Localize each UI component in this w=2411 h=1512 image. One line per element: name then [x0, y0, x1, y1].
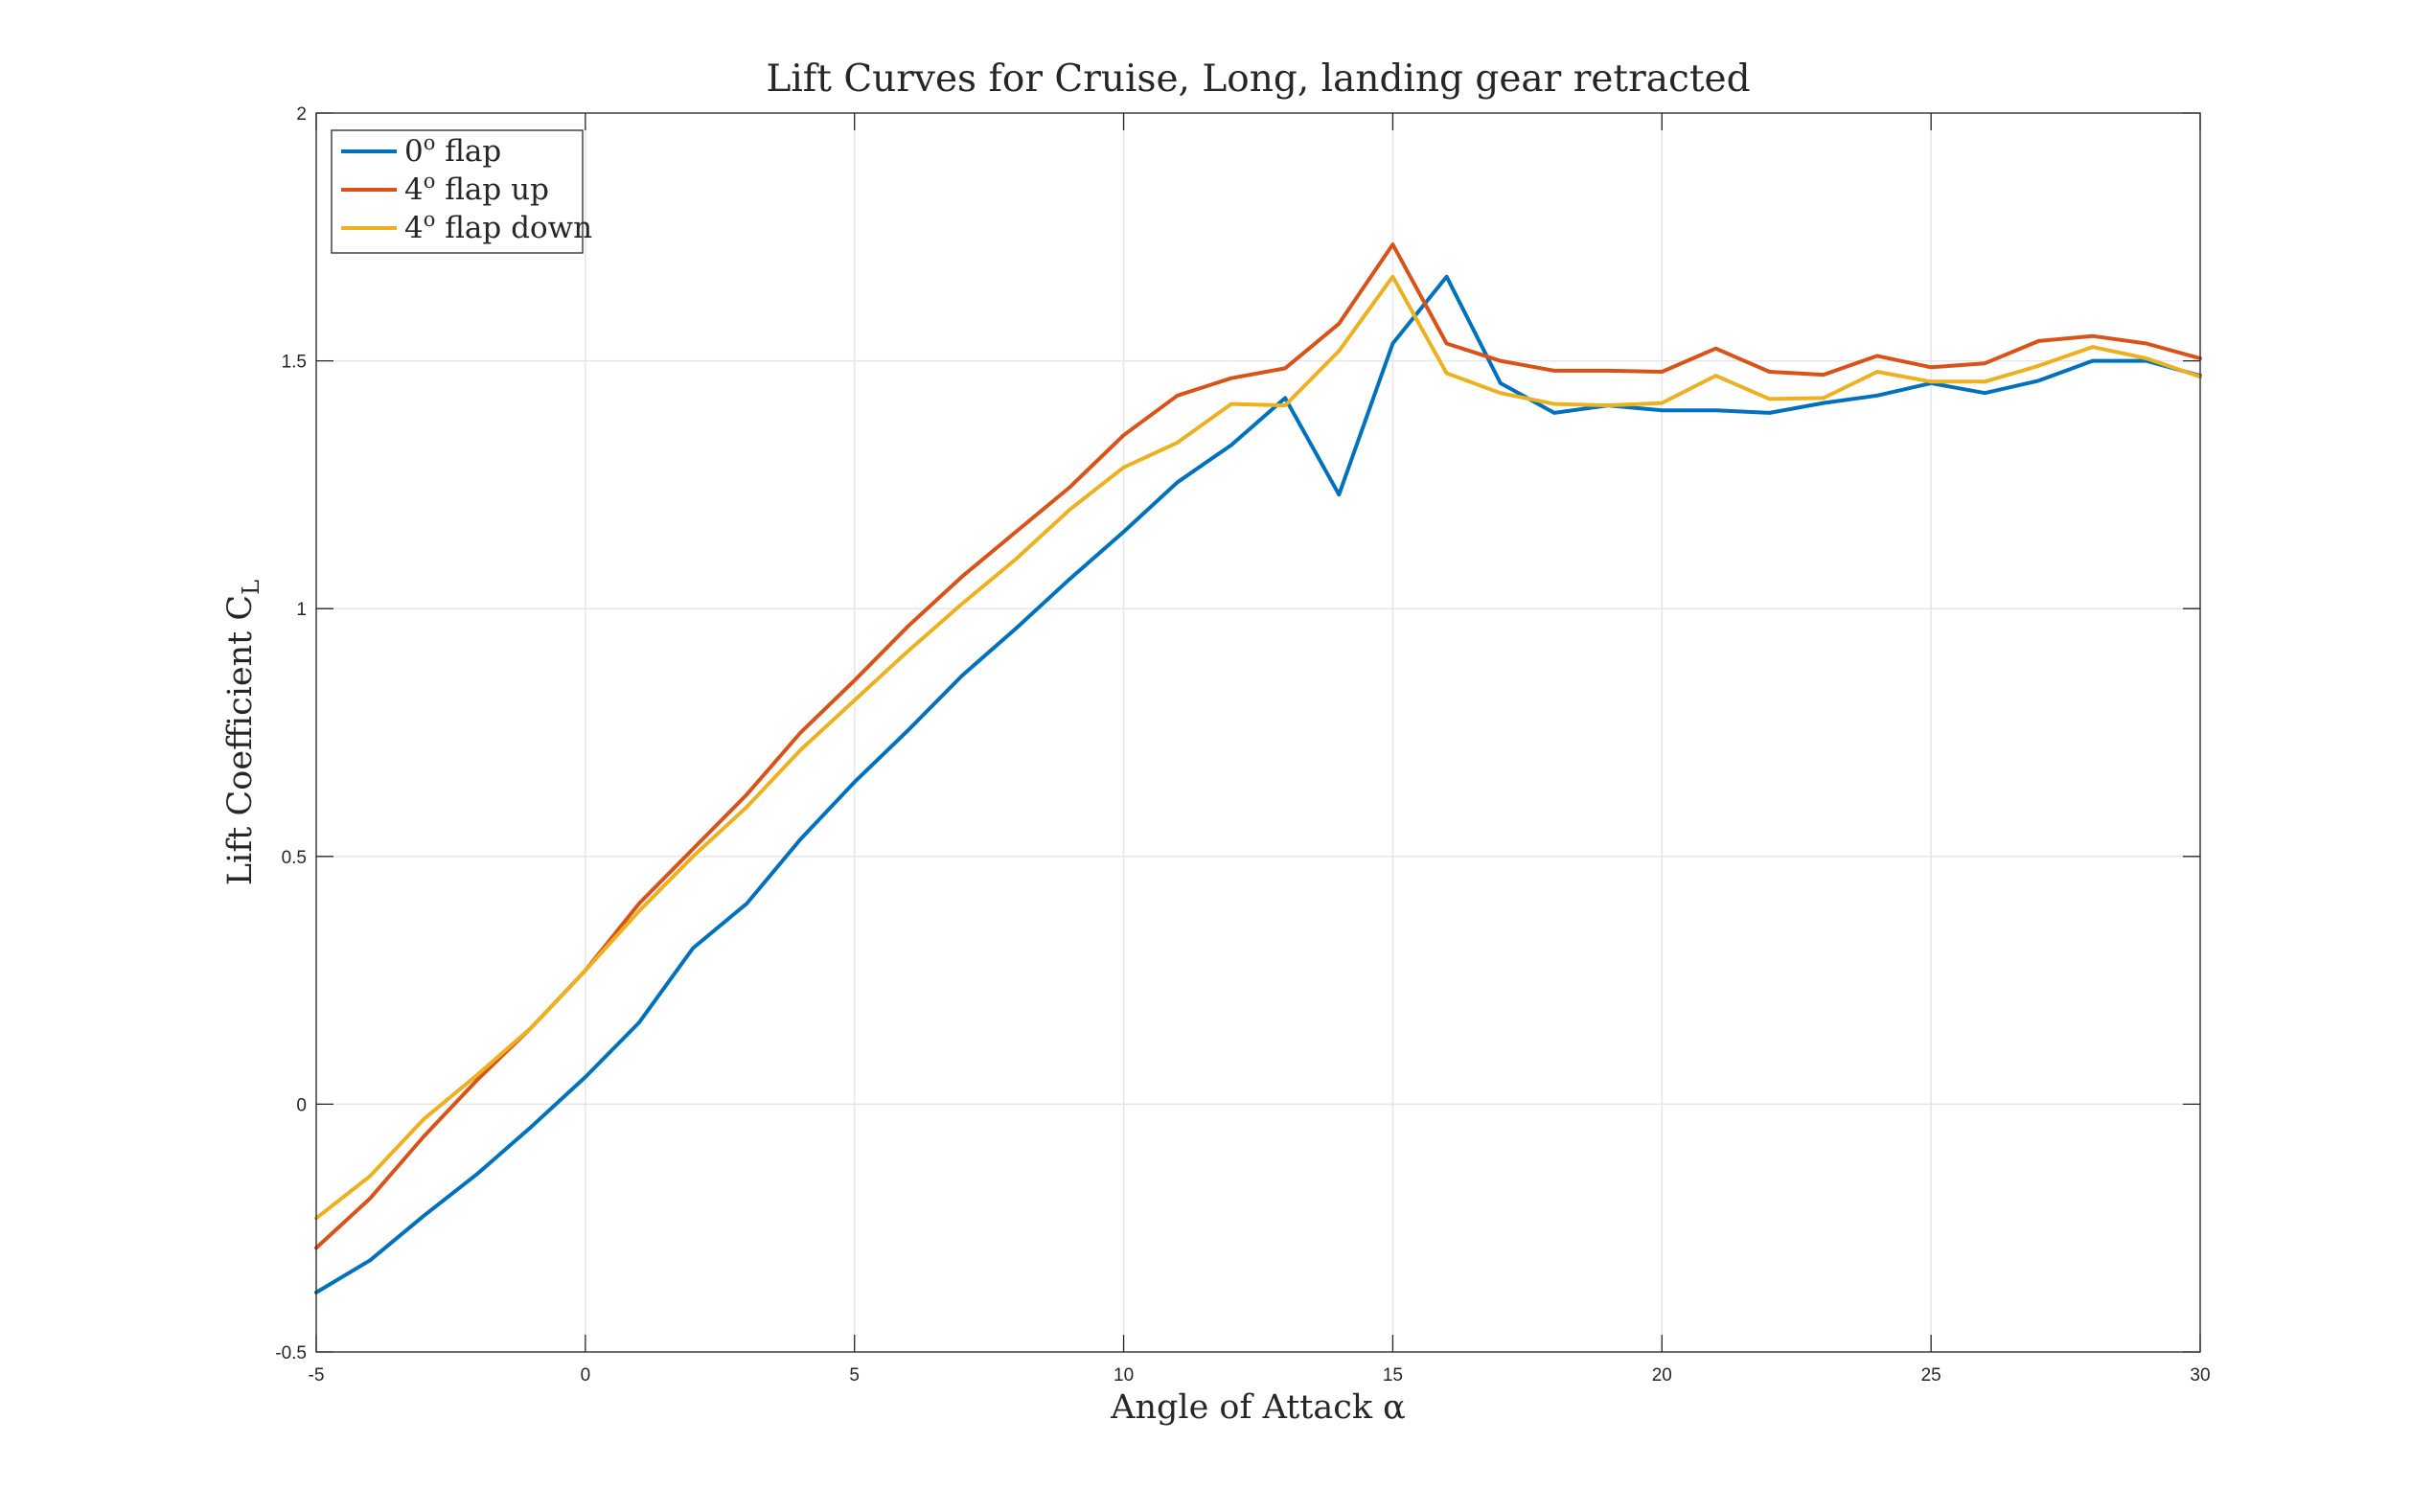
series-line-3 — [314, 274, 2202, 1221]
y-tick-label: 1.5 — [282, 353, 307, 373]
x-tick-label: 30 — [2190, 1365, 2210, 1386]
y-tick-label: -0.5 — [275, 1343, 307, 1363]
chart-title: Lift Curves for Cruise, Long, landing ge… — [766, 57, 1750, 101]
y-tick-label: 0 — [296, 1095, 307, 1115]
series-line-1 — [314, 274, 2202, 1294]
axes — [315, 112, 2201, 1353]
y-axis-label-main: Lift Coefficient C — [221, 595, 260, 885]
x-tick-label: 0 — [581, 1365, 591, 1386]
x-tick-label: 15 — [1383, 1365, 1403, 1386]
y-axis-label: Lift Coefficient CL — [221, 580, 264, 885]
y-tick-label: 1 — [296, 600, 307, 620]
legend-label-3: 4o flap down — [404, 208, 592, 245]
y-tick-label: 0.5 — [282, 848, 307, 868]
x-tick-label: 25 — [1921, 1365, 1941, 1386]
x-tick-label: 10 — [1114, 1365, 1134, 1386]
plot-frame — [315, 112, 2201, 1353]
x-axis-label: Angle of Attack α — [1110, 1388, 1406, 1427]
series-lines — [314, 242, 2202, 1294]
x-tick-label: 5 — [849, 1365, 860, 1386]
grid — [315, 112, 2201, 1353]
y-axis-label-subscript: L — [238, 580, 264, 595]
legend-label-2: 4o flap up — [404, 170, 549, 207]
y-tick-label: 2 — [296, 104, 307, 125]
legend-label-1: 0o flap — [404, 131, 501, 169]
x-tick-label: 20 — [1652, 1365, 1672, 1386]
ticks: -5 0 5 10 15 20 25 30 -0.5 0 0.5 1 1.5 2 — [275, 104, 2210, 1386]
series-line-2 — [314, 242, 2202, 1250]
x-tick-label: -5 — [309, 1365, 325, 1386]
